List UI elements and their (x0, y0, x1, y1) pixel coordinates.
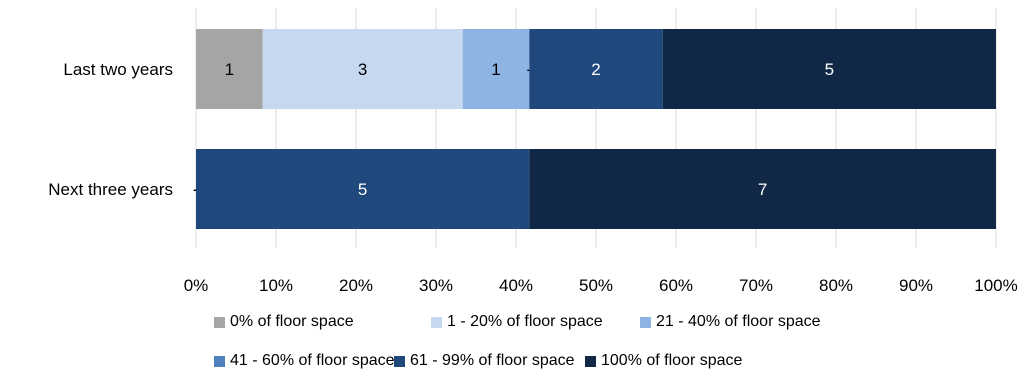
data-label: 2 (591, 60, 600, 79)
legend-item: 41 - 60% of floor space (214, 352, 395, 370)
bar-segment (196, 149, 530, 229)
data-label: 7 (758, 180, 767, 199)
legend-item: 100% of floor space (585, 352, 742, 370)
legend-swatch (394, 355, 405, 367)
x-tick-label: 20% (339, 276, 373, 295)
legend-swatch (214, 355, 225, 367)
bar-segment (196, 29, 263, 109)
x-axis-tick-labels: 0% 10% 20% 30% 40% 50% 60% 70% 80% 90% 100% (184, 276, 1018, 295)
x-tick-label: 50% (579, 276, 613, 295)
bar-segment (529, 149, 996, 229)
bar-segment (262, 29, 463, 109)
x-tick-label: 60% (659, 276, 693, 295)
legend-label: 0% of floor space (230, 313, 354, 330)
x-tick-label: 0% (184, 276, 209, 295)
legend-label: 61 - 99% of floor space (410, 352, 575, 369)
bar-segment (529, 29, 663, 109)
legend-item: 21 - 40% of floor space (640, 313, 821, 331)
legend-label: 1 - 20% of floor space (447, 313, 603, 330)
data-label: 5 (358, 180, 367, 199)
legend-label: 41 - 60% of floor space (230, 352, 395, 369)
data-label: 5 (825, 60, 834, 79)
x-tick-label: 10% (259, 276, 293, 295)
legend-label: 21 - 40% of floor space (656, 313, 821, 330)
data-label: 3 (358, 60, 367, 79)
legend-item: 1 - 20% of floor space (431, 313, 603, 331)
data-label: 1 (491, 60, 500, 79)
bars: 131-25----57 (193, 29, 996, 229)
x-tick-label: 40% (499, 276, 533, 295)
x-tick-label: 80% (819, 276, 853, 295)
bar-segment (662, 29, 996, 109)
x-tick-label: 100% (974, 276, 1017, 295)
legend-swatch (640, 316, 651, 328)
legend-item: 0% of floor space (214, 313, 354, 331)
legend-swatch (214, 316, 225, 328)
category-label: Last two years (63, 60, 173, 79)
legend-label: 100% of floor space (601, 352, 743, 369)
legend-swatch (431, 316, 442, 328)
x-tick-label: 70% (739, 276, 773, 295)
x-tick-label: 90% (899, 276, 933, 295)
category-labels: Last two years Next three years (48, 60, 173, 199)
data-label: 1 (225, 60, 234, 79)
legend-item: 61 - 99% of floor space (394, 352, 575, 370)
legend-swatch (585, 355, 596, 367)
category-label: Next three years (48, 180, 173, 199)
bar-segment (462, 29, 530, 109)
x-tick-label: 30% (419, 276, 453, 295)
